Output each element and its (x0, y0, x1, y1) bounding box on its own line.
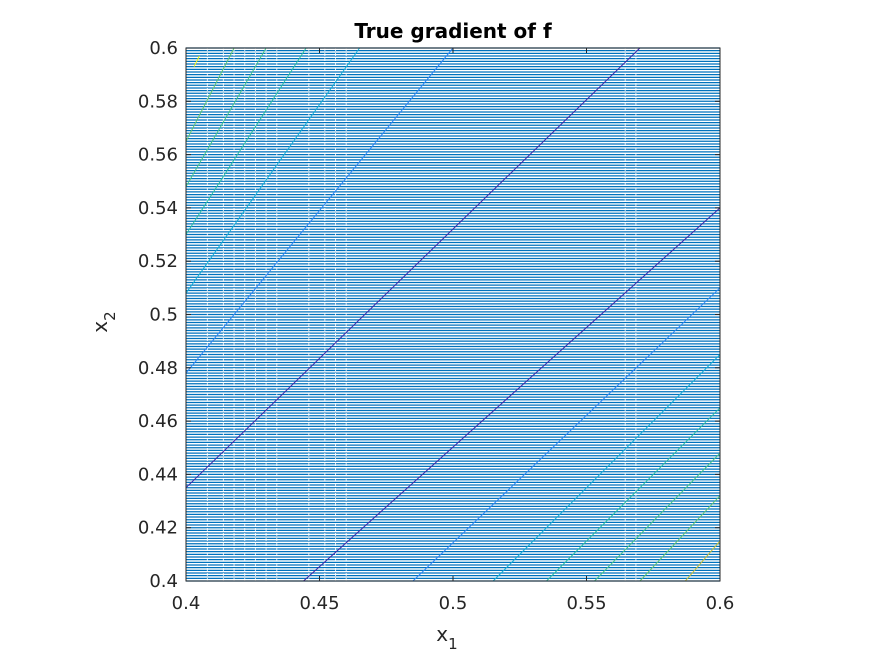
y-tick-label: 0.48 (138, 358, 178, 379)
x-axis-label-base: x (436, 622, 448, 646)
y-tick-label: 0.4 (149, 571, 178, 592)
y-tick-label: 0.56 (138, 145, 178, 166)
y-tick-label: 0.44 (138, 464, 178, 485)
x-axis-label-subscript: 1 (448, 635, 458, 653)
y-tick-label: 0.5 (149, 305, 178, 326)
y-tick-label: 0.54 (138, 198, 178, 219)
y-tick-label: 0.42 (138, 518, 178, 539)
x-tick-label: 0.45 (299, 593, 339, 614)
y-tick-label: 0.58 (138, 91, 178, 112)
plot-area (186, 48, 720, 581)
chart-title: True gradient of f (354, 19, 552, 43)
x-tick-label: 0.55 (566, 593, 606, 614)
y-tick-label: 0.46 (138, 411, 178, 432)
x-tick-label: 0.5 (439, 593, 468, 614)
y-axis-label-base: x (88, 321, 112, 333)
x-tick-label: 0.4 (172, 593, 201, 614)
y-tick-label: 0.6 (149, 38, 178, 59)
y-tick-label: 0.52 (138, 251, 178, 272)
x-tick-label: 0.6 (706, 593, 735, 614)
y-axis-label-subscript: 2 (101, 311, 119, 321)
